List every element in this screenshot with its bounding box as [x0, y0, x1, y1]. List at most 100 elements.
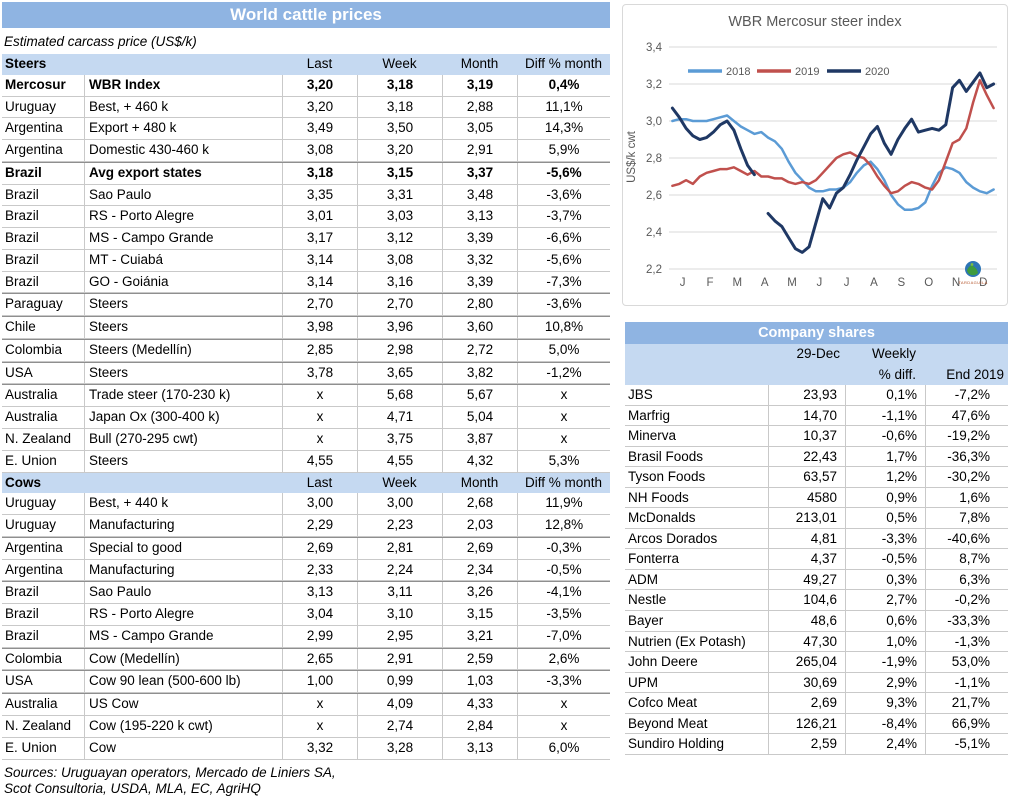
table-row: Brazil Sao Paulo 3,35 3,31 3,48 -3,6%: [2, 184, 610, 207]
diff-cell: 12,8%: [517, 515, 610, 536]
diff-cell: -6,6%: [517, 228, 610, 249]
country-cell: Argentina: [5, 142, 63, 158]
diff-cell: 11,1%: [517, 96, 610, 118]
month-cell: 2,68: [442, 493, 517, 515]
section-header-row: Steers Last Week Month Diff % month: [2, 54, 610, 75]
x-tick-label: J: [844, 277, 850, 289]
last-cell: 3,14: [282, 249, 357, 271]
company-row: Nutrien (Ex Potash) 47,30 1,0% -1,3%: [625, 631, 1008, 653]
description-cell: Steers: [84, 294, 282, 316]
table-row: USA Steers 3,78 3,65 3,82 -1,2%: [2, 361, 610, 385]
diff-cell: 14,3%: [517, 118, 610, 140]
table-row: Argentina Manufacturing 2,33 2,24 2,34 -0,5%: [2, 559, 610, 582]
price-cell: 49,27: [768, 569, 845, 590]
week-cell: 3,12: [357, 228, 442, 249]
last-cell: 3,98: [282, 317, 357, 338]
country-cell: Brazil: [5, 251, 39, 267]
end-2019-cell: 7,8%: [925, 508, 1008, 528]
last-cell: 3,04: [282, 604, 357, 625]
week-cell: 4,09: [357, 694, 442, 715]
week-cell: 2,95: [357, 625, 442, 647]
column-header-weekly: Weekly: [871, 346, 916, 361]
week-cell: 3,00: [357, 493, 442, 515]
country-cell: Australia: [5, 387, 58, 403]
description-cell: WBR Index: [84, 74, 282, 96]
week-cell: 3,18: [357, 74, 442, 96]
description-cell: Steers: [84, 317, 282, 338]
country-cell: Brazil: [5, 164, 42, 180]
diff-cell: -4,1%: [517, 582, 610, 604]
country-cell: E. Union: [5, 739, 57, 755]
series-2019: [671, 79, 995, 195]
month-cell: 2,88: [442, 96, 517, 118]
company-row: Tyson Foods 63,57 1,2% -30,2%: [625, 467, 1008, 488]
table-row: E. Union Cow 3,32 3,28 3,13 6,0%: [2, 737, 610, 760]
week-cell: 3,03: [357, 206, 442, 228]
company-row: Bayer 48,6 0,6% -33,3%: [625, 611, 1008, 632]
weekly-diff-cell: 1,7%: [845, 446, 925, 467]
end-2019-cell: -5,1%: [925, 734, 1008, 754]
diff-cell: -7,3%: [517, 271, 610, 293]
description-cell: Best, + 440 k: [84, 493, 282, 515]
y-tick-label: 3,0: [646, 116, 662, 128]
description-cell: Manufacturing: [84, 515, 282, 536]
tardaguila-logo-icon: TARDAGUILA: [958, 261, 987, 285]
diff-cell: x: [517, 385, 610, 407]
week-cell: 2,70: [357, 294, 442, 316]
company-name-cell: Tyson Foods: [628, 469, 706, 485]
price-cell: 22,43: [768, 446, 845, 467]
series-2018: [671, 114, 995, 212]
column-header-month: Month: [460, 474, 499, 490]
weekly-diff-cell: -0,6%: [845, 426, 925, 446]
table-row: Uruguay Best, + 440 k 3,00 3,00 2,68 11,9%: [2, 493, 610, 516]
last-cell: x: [282, 429, 357, 450]
end-2019-cell: -7,2%: [925, 385, 1008, 405]
price-cell: 4,81: [768, 528, 845, 549]
section-header-row: Cows Last Week Month Diff % month: [2, 472, 610, 494]
country-cell: Brazil: [5, 606, 39, 622]
company-row: McDonalds 213,01 0,5% 7,8%: [625, 508, 1008, 529]
company-name-cell: Cofco Meat: [628, 695, 698, 711]
month-cell: 2,91: [442, 140, 517, 161]
column-header-month: Month: [460, 56, 499, 71]
table-row: N. Zealand Bull (270-295 cwt) x 3,75 3,87 x: [2, 429, 610, 451]
company-row: Marfrig 14,70 -1,1% 47,6%: [625, 405, 1008, 427]
diff-cell: 0,4%: [517, 74, 610, 96]
week-cell: 3,18: [357, 96, 442, 118]
column-header-date: 29-Dec: [796, 346, 840, 361]
price-cell: 47,30: [768, 631, 845, 652]
end-2019-cell: -1,1%: [925, 672, 1008, 693]
company-shares-title: Company shares: [625, 322, 1008, 344]
country-cell: Uruguay: [5, 495, 57, 511]
week-cell: 0,99: [357, 671, 442, 693]
description-cell: Export + 480 k: [84, 118, 282, 140]
table-row: Argentina Export + 480 k 3,49 3,50 3,05 14,3%: [2, 118, 610, 141]
x-tick-label: A: [870, 277, 878, 289]
table-row: Colombia Steers (Medellín) 2,85 2,98 2,72 5,0…: [2, 338, 610, 362]
weekly-diff-cell: 2,4%: [845, 734, 925, 754]
diff-cell: x: [517, 407, 610, 429]
month-cell: 3,82: [442, 362, 517, 384]
month-cell: 2,72: [442, 339, 517, 361]
week-cell: 4,71: [357, 407, 442, 429]
description-cell: Domestic 430-460 k: [84, 140, 282, 161]
x-tick-label: M: [733, 277, 743, 289]
country-cell: Brazil: [5, 230, 39, 246]
last-cell: 2,33: [282, 559, 357, 581]
weekly-diff-cell: -1,1%: [845, 405, 925, 426]
country-cell: Colombia: [5, 650, 63, 666]
country-cell: Brazil: [5, 273, 39, 289]
chart-title: WBR Mercosur steer index: [728, 14, 902, 30]
week-cell: 3,16: [357, 271, 442, 293]
company-name-cell: McDonalds: [628, 510, 696, 526]
prices-table: Steers Last Week Month Diff % month Mercosur W…: [2, 54, 610, 760]
table-row: N. Zealand Cow (195-220 k cwt) x 2,74 2,84 x: [2, 715, 610, 738]
legend-label-2018: 2018: [726, 66, 750, 78]
week-cell: 2,81: [357, 537, 442, 559]
month-cell: 4,32: [442, 450, 517, 472]
diff-cell: 11,9%: [517, 493, 610, 515]
month-cell: 3,21: [442, 625, 517, 647]
diff-cell: x: [517, 715, 610, 737]
month-cell: 2,84: [442, 715, 517, 737]
month-cell: 3,13: [442, 206, 517, 228]
